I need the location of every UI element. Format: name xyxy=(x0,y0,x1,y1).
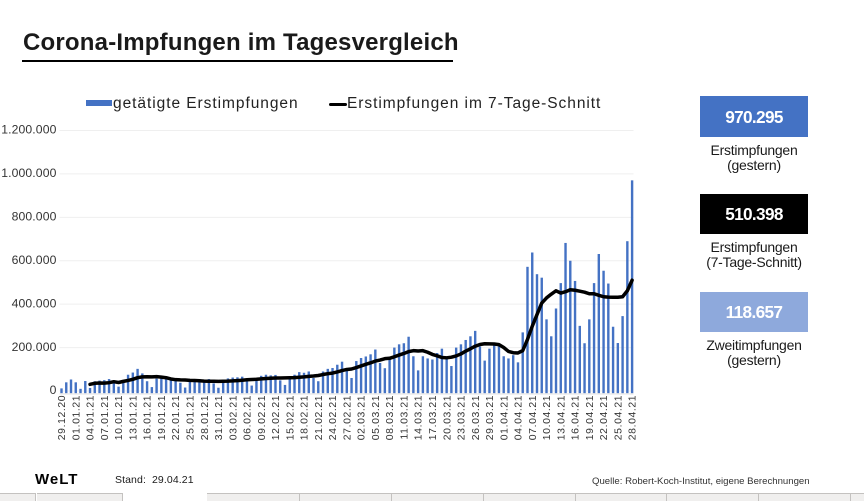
svg-text:17.03.21: 17.03.21 xyxy=(428,395,439,440)
svg-text:600.000: 600.000 xyxy=(12,253,57,267)
svg-text:28.01.21: 28.01.21 xyxy=(200,395,211,440)
svg-text:13.04.21: 13.04.21 xyxy=(556,395,567,440)
svg-text:29.03.21: 29.03.21 xyxy=(485,395,496,440)
svg-text:25.04.21: 25.04.21 xyxy=(613,395,624,440)
svg-text:22.04.21: 22.04.21 xyxy=(599,395,610,440)
svg-text:0: 0 xyxy=(50,383,57,397)
svg-text:28.04.21: 28.04.21 xyxy=(628,395,639,440)
svg-text:18.02.21: 18.02.21 xyxy=(300,395,311,440)
svg-text:10.04.21: 10.04.21 xyxy=(542,395,553,440)
svg-text:16.01.21: 16.01.21 xyxy=(143,395,154,440)
svg-text:15.02.21: 15.02.21 xyxy=(285,395,296,440)
svg-text:24.02.21: 24.02.21 xyxy=(328,395,339,440)
svg-text:01.04.21: 01.04.21 xyxy=(499,395,510,440)
svg-text:04.04.21: 04.04.21 xyxy=(514,395,525,440)
svg-text:21.02.21: 21.02.21 xyxy=(314,395,325,440)
svg-text:07.04.21: 07.04.21 xyxy=(528,395,539,440)
svg-text:01.01.21: 01.01.21 xyxy=(71,395,82,440)
svg-text:800.000: 800.000 xyxy=(12,210,57,224)
svg-text:19.04.21: 19.04.21 xyxy=(585,395,596,440)
svg-text:19.01.21: 19.01.21 xyxy=(157,395,168,440)
svg-text:23.03.21: 23.03.21 xyxy=(457,395,468,440)
svg-text:27.02.21: 27.02.21 xyxy=(342,395,353,440)
svg-text:09.02.21: 09.02.21 xyxy=(257,395,268,440)
svg-text:22.01.21: 22.01.21 xyxy=(171,395,182,440)
svg-text:25.01.21: 25.01.21 xyxy=(185,395,196,440)
svg-text:05.03.21: 05.03.21 xyxy=(371,395,382,440)
svg-text:20.03.21: 20.03.21 xyxy=(442,395,453,440)
svg-text:11.03.21: 11.03.21 xyxy=(399,395,410,440)
svg-text:13.01.21: 13.01.21 xyxy=(128,395,139,440)
svg-text:1.200.000: 1.200.000 xyxy=(1,123,56,137)
svg-text:29.12.20: 29.12.20 xyxy=(57,395,68,440)
svg-text:07.01.21: 07.01.21 xyxy=(100,395,111,440)
svg-text:08.03.21: 08.03.21 xyxy=(385,395,396,440)
svg-text:400.000: 400.000 xyxy=(12,296,57,310)
svg-text:06.02.21: 06.02.21 xyxy=(243,395,254,440)
svg-text:12.02.21: 12.02.21 xyxy=(271,395,282,440)
svg-text:1.000.000: 1.000.000 xyxy=(1,166,56,180)
svg-text:200.000: 200.000 xyxy=(12,340,57,354)
svg-text:03.02.21: 03.02.21 xyxy=(228,395,239,440)
svg-text:02.03.21: 02.03.21 xyxy=(357,395,368,440)
svg-text:31.01.21: 31.01.21 xyxy=(214,395,225,440)
svg-text:26.03.21: 26.03.21 xyxy=(471,395,482,440)
svg-text:10.01.21: 10.01.21 xyxy=(114,395,125,440)
svg-text:16.04.21: 16.04.21 xyxy=(571,395,582,440)
svg-text:14.03.21: 14.03.21 xyxy=(414,395,425,440)
svg-text:04.01.21: 04.01.21 xyxy=(86,395,97,440)
